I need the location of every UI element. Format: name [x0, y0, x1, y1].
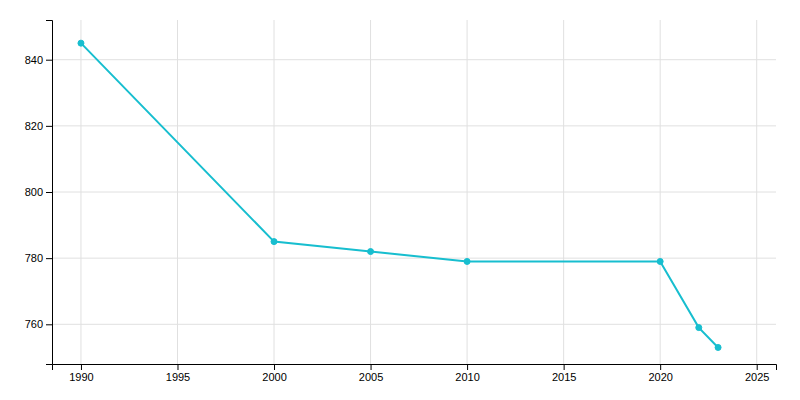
point	[464, 258, 470, 264]
line	[81, 43, 718, 347]
series-group	[78, 40, 721, 350]
x-tick-label: 2010	[455, 371, 479, 383]
y-tick-label: 800	[25, 186, 43, 198]
y-grid-line	[52, 192, 776, 193]
x-tick-label: 2005	[359, 371, 383, 383]
plot-area: 1990 1995 2000 2005 2010 2015 2020 2025 760 780 80…	[25, 20, 777, 383]
x-axis: 1990 1995 2000 2005 2010 2015 2020 2025	[53, 364, 777, 383]
x-tick: 1990	[69, 364, 93, 383]
x-axis-line	[53, 365, 777, 371]
point	[696, 325, 702, 331]
x-tick-mark	[274, 364, 275, 370]
x-tick-mark	[660, 364, 661, 370]
grid	[52, 20, 776, 364]
y-tick: 760	[25, 318, 52, 330]
point	[657, 258, 663, 264]
x-tick-label: 1990	[69, 371, 93, 383]
x-tick-label: 2025	[745, 371, 769, 383]
point	[368, 249, 374, 255]
x-tick: 2025	[745, 364, 769, 383]
x-tick-mark	[564, 364, 565, 370]
x-tick: 2020	[648, 364, 672, 383]
chart-container: 1990 1995 2000 2005 2010 2015 2020 2025 760 780 80…	[0, 0, 800, 400]
y-tick: 840	[25, 54, 52, 66]
x-tick: 2010	[455, 364, 479, 383]
x-tick-mark	[81, 364, 82, 370]
point	[78, 40, 84, 46]
x-tick: 2015	[552, 364, 576, 383]
x-tick-label: 2020	[648, 371, 672, 383]
y-tick: 820	[25, 120, 52, 132]
x-tick-mark	[467, 364, 468, 370]
y-tick-mark	[46, 60, 52, 61]
y-axis-line	[46, 21, 53, 365]
x-tick: 2000	[262, 364, 286, 383]
y-tick-mark	[46, 192, 52, 193]
x-tick: 1995	[166, 364, 190, 383]
y-grid-line	[52, 59, 776, 60]
y-tick-mark	[46, 324, 52, 325]
x-tick-mark	[177, 364, 178, 370]
y-tick-label: 820	[25, 120, 43, 132]
y-tick-label: 760	[25, 318, 43, 330]
y-tick: 780	[25, 252, 52, 264]
x-tick-label: 2015	[552, 371, 576, 383]
x-tick: 2005	[359, 364, 383, 383]
y-grid-line	[52, 258, 776, 259]
point	[715, 344, 721, 350]
y-tick: 800	[25, 186, 52, 198]
x-tick-mark	[757, 364, 758, 370]
x-tick-mark	[371, 364, 372, 370]
y-axis: 760 780 800 820 840	[25, 21, 53, 365]
y-grid-line	[52, 324, 776, 325]
chart-svg: 1990 1995 2000 2005 2010 2015 2020 2025 760 780 80…	[0, 0, 800, 400]
x-tick-label: 2000	[262, 371, 286, 383]
y-tick-label: 840	[25, 54, 43, 66]
y-tick-mark	[46, 126, 52, 127]
y-tick-label: 780	[25, 252, 43, 264]
y-tick-mark	[46, 258, 52, 259]
x-tick-label: 1995	[166, 371, 190, 383]
point	[271, 239, 277, 245]
